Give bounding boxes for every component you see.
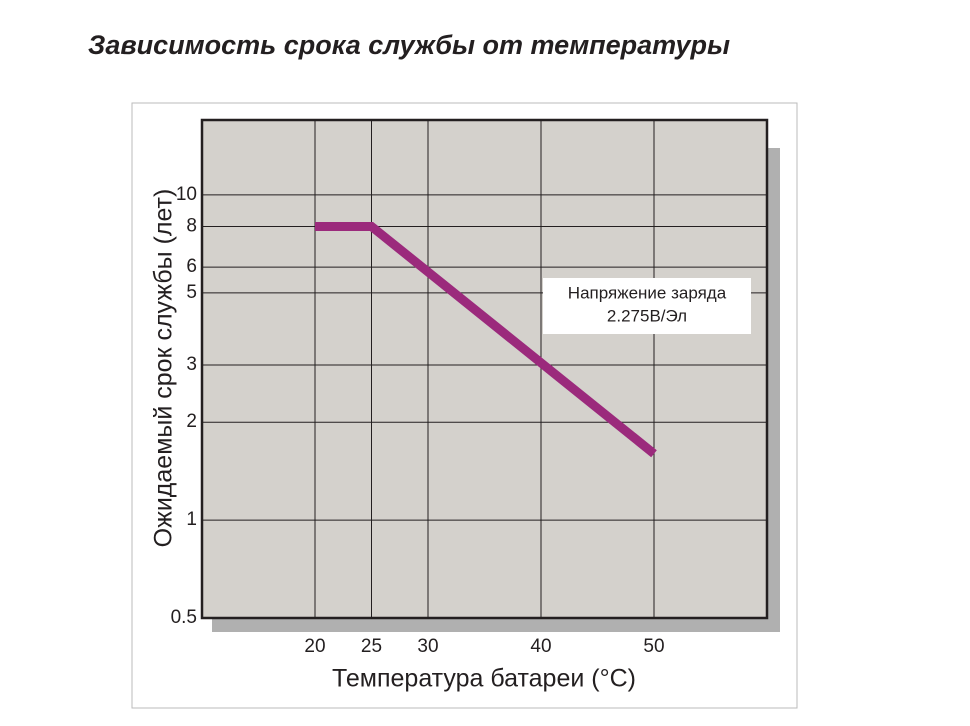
y-tick-label: 6 [186, 256, 197, 277]
x-tick-label: 30 [417, 636, 438, 657]
y-tick-label: 2 [186, 411, 197, 432]
x-axis-title: Температура батареи (°C) [332, 665, 636, 693]
y-tick-label: 5 [186, 282, 197, 303]
x-tick-label: 40 [530, 636, 551, 657]
frame [131, 102, 798, 709]
x-tick-label: 50 [643, 636, 664, 657]
annotation: Напряжение заряда [568, 283, 727, 302]
y-axis-title: Ожидаемый срок службы (лет) [150, 189, 178, 548]
annotation-box [543, 278, 751, 334]
y-tick-label: 1 [186, 509, 197, 530]
plot-border [200, 118, 769, 620]
chart-title: Зависимость срока службы от температуры [88, 30, 730, 60]
x-tick-label: 20 [304, 636, 325, 657]
data-line [315, 221, 657, 458]
x-tick-label: 25 [361, 636, 382, 657]
y-tick-label: 10 [176, 184, 197, 205]
plot-area [202, 120, 767, 618]
annotation: 2.275В/Эл [607, 306, 687, 325]
y-tick-label: 8 [186, 215, 197, 236]
y-tick-label: 0.5 [171, 607, 197, 628]
y-tick-label: 3 [186, 354, 197, 375]
